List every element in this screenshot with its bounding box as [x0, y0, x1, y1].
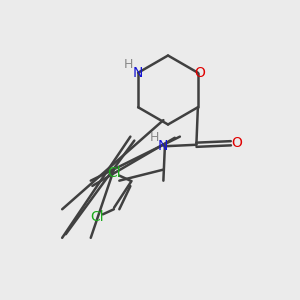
Text: H: H [124, 58, 133, 71]
Text: Cl: Cl [107, 166, 121, 180]
Text: O: O [194, 66, 205, 80]
Text: N: N [133, 66, 143, 80]
Text: O: O [231, 136, 242, 150]
Text: Cl: Cl [91, 210, 104, 224]
Text: N: N [158, 139, 168, 153]
Text: H: H [150, 131, 159, 144]
